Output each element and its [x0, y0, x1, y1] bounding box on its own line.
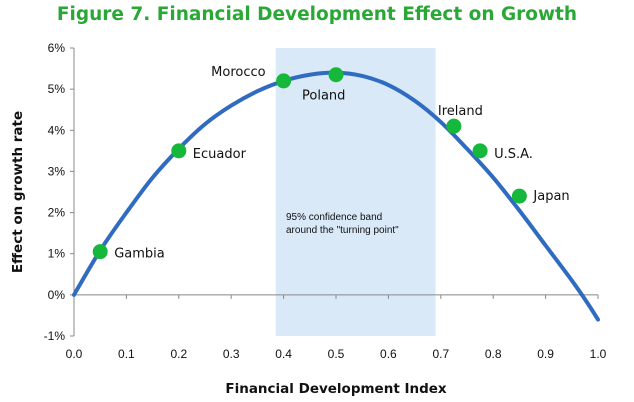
x-tick-label: 0.2 [170, 347, 187, 361]
point-ecuador [171, 143, 187, 159]
x-tick-label: 1.0 [590, 347, 607, 361]
x-tick-label: 0.7 [432, 347, 449, 361]
y-tick-label: 2% [48, 206, 66, 220]
y-tick-label: 5% [48, 82, 66, 96]
point-label-gambia: Gambia [114, 247, 165, 262]
x-tick-label: 0.8 [485, 347, 502, 361]
country-labels: Gambia Ecuador Morocco Poland Ireland U.S.A. J… [114, 65, 569, 262]
x-tick-label: 0.9 [537, 347, 554, 361]
point-label-poland: Poland [302, 89, 345, 104]
y-tick-label: 0% [48, 288, 66, 302]
y-tick-label: 6% [48, 41, 66, 55]
point-label-morocco: Morocco [211, 65, 265, 80]
point-gambia [92, 244, 108, 260]
y-tick-label: 3% [48, 164, 66, 178]
country-points [92, 67, 527, 260]
y-ticks: -1% 0% 1% 2% 3% 4% 5% 6% [44, 41, 74, 343]
x-tick-label: 0.1 [118, 347, 135, 361]
x-ticks: 0.0 0.1 0.2 0.3 0.4 0.5 0.6 0.7 0.8 0.9 1.0 [66, 294, 607, 361]
band-note-line-2: around the "turning point" [286, 225, 399, 236]
growth-effect-curve [72, 70, 600, 322]
point-label-japan: Japan [532, 189, 569, 204]
point-label-ireland: Ireland [438, 104, 483, 119]
x-tick-label: 0.6 [380, 347, 397, 361]
y-axis-label: Effect on growth rate [10, 111, 26, 273]
point-label-u-s-a: U.S.A. [494, 147, 533, 162]
point-ireland [446, 118, 462, 134]
y-tick-label: 1% [48, 247, 66, 261]
chart-title: Figure 7. Financial Development Effect o… [56, 4, 578, 25]
x-tick-label: 0.0 [66, 347, 83, 361]
point-label-ecuador: Ecuador [193, 147, 247, 162]
confidence-band [275, 48, 436, 336]
point-japan [511, 188, 527, 204]
y-tick-label: 4% [48, 123, 66, 137]
point-u-s-a [472, 143, 488, 159]
point-morocco [276, 73, 292, 89]
y-tick-label: -1% [44, 329, 66, 343]
x-tick-label: 0.5 [328, 347, 345, 361]
x-tick-label: 0.4 [275, 347, 292, 361]
x-tick-label: 0.3 [223, 347, 240, 361]
band-note-line-1: 95% confidence band [286, 212, 382, 223]
x-axis-label: Financial Development Index [225, 381, 447, 397]
point-poland [328, 67, 344, 83]
